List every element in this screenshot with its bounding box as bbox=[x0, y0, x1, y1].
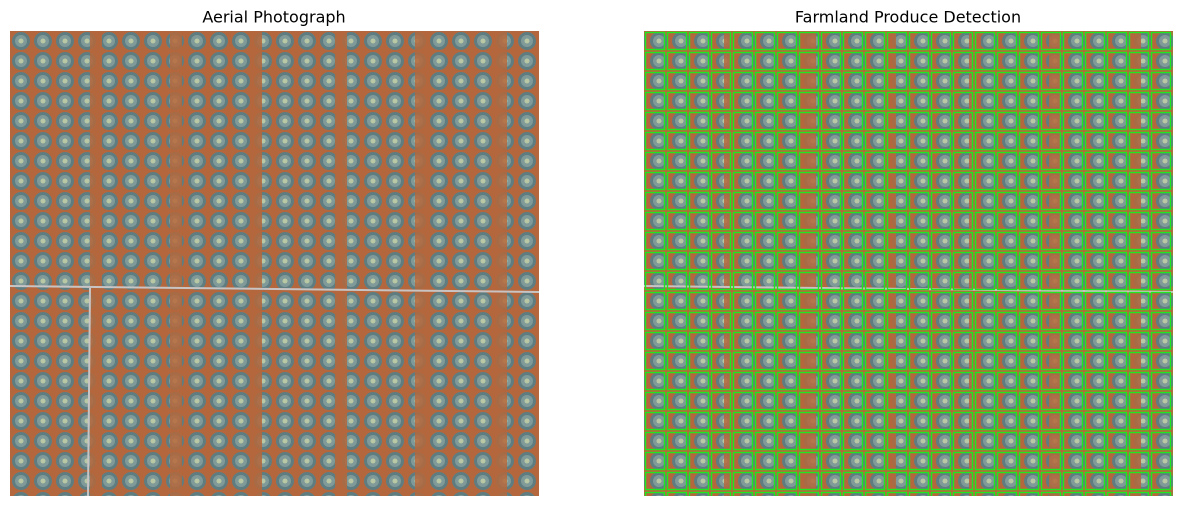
panel-title: Aerial Photograph bbox=[202, 8, 345, 27]
aerial-photo bbox=[9, 31, 540, 497]
detection-photo bbox=[643, 31, 1174, 496]
panel-title: Farmland Produce Detection bbox=[795, 8, 1021, 27]
